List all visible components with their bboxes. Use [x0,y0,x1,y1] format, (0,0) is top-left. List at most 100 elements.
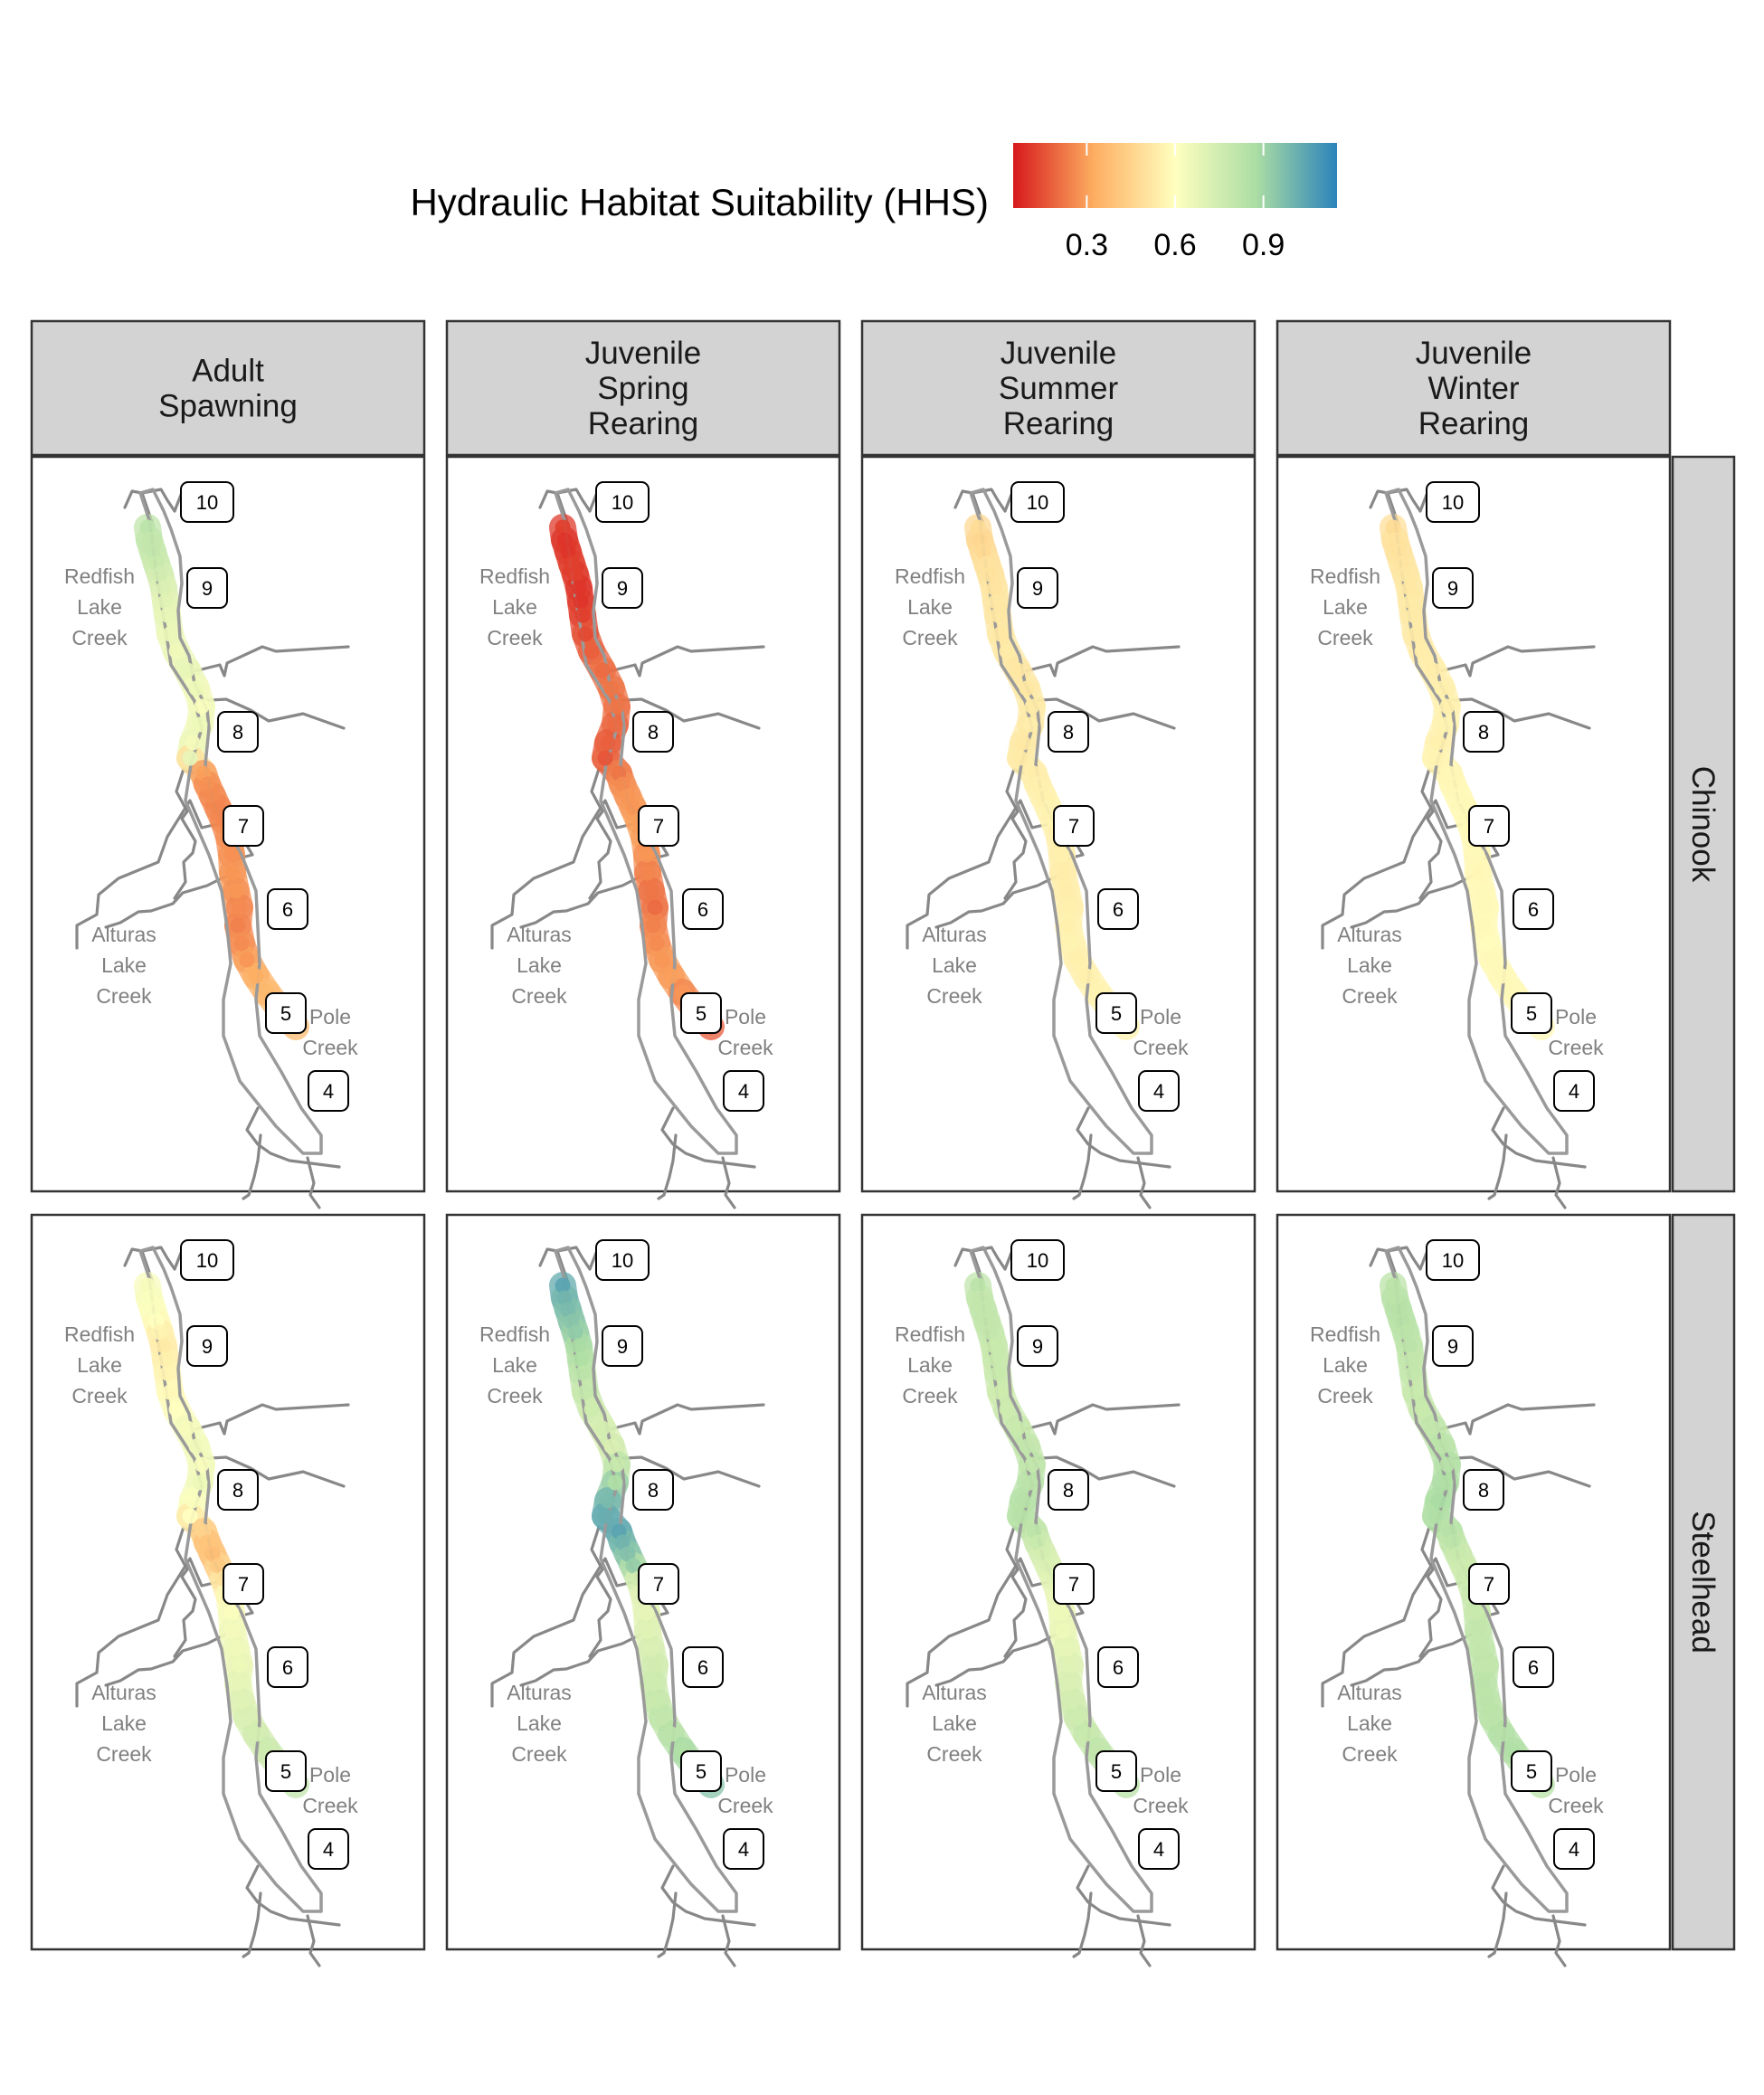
hhs-point [233,1693,250,1710]
hhs-point [1425,1420,1441,1436]
legend-tick-label: 0.6 [1153,228,1196,262]
hhs-point [583,1401,600,1417]
hhs-point [1484,1710,1501,1726]
hhs-point [988,593,1004,610]
hhs-point [1456,800,1472,816]
tributary-label: Creek [1317,626,1373,649]
hhs-point [556,532,573,548]
reach-number: 4 [1153,1838,1164,1861]
tributary-label: Creek [487,1384,543,1408]
hhs-point [639,847,655,863]
tributary-line [657,1133,678,1200]
reach-number: 4 [323,1838,334,1861]
reach-number: 6 [697,1656,708,1679]
reach-number: 5 [696,1002,707,1025]
hhs-point [1022,716,1038,733]
column-strip-label: Juvenile [1416,336,1532,371]
hhs-point [556,1290,573,1306]
hhs-point [1477,1657,1494,1673]
reach-label: 10 [595,481,650,523]
reach-number: 8 [1478,1479,1489,1502]
hhs-point [199,776,215,792]
hhs-point [625,800,641,816]
hhs-point [204,788,221,804]
tributary-label: Alturas [1337,1681,1402,1704]
hhs-point [645,917,661,934]
hhs-point [185,1493,201,1509]
tributary-label: Redfish [479,564,550,588]
hhs-point [1015,1493,1031,1509]
hhs-point [1390,544,1407,560]
tributary-label: Pole [725,1763,766,1787]
tributary-label: Creek [71,626,128,649]
hhs-point [1055,865,1071,881]
hhs-point [1060,917,1076,934]
tributary-label: Creek [1133,1794,1189,1817]
hhs-point [168,643,185,659]
hhs-point [1469,847,1485,863]
row-strip-label: Chinook [1685,766,1721,883]
reach-label: 6 [682,888,724,930]
hhs-point [1010,662,1026,678]
hhs-point [210,800,226,816]
tributary-label: Pole [1140,1763,1181,1787]
hhs-point [159,1365,175,1381]
tributary-line [1023,1455,1176,1488]
tributary-label: Creek [717,1794,773,1817]
hhs-point [663,1726,679,1742]
tributary-line [1023,697,1176,730]
reach-label: 7 [223,1563,264,1605]
tributary-label: Redfish [1310,1322,1380,1346]
tributary-lines [75,1246,350,1967]
tributary-label: Redfish [895,1322,965,1346]
hhs-point [179,1420,195,1436]
tributary-line [193,1455,346,1488]
reach-label: 9 [602,1325,643,1367]
column-strip-label: Winter [1427,371,1519,406]
hhs-point [1479,1693,1495,1710]
tributary-label: Pole [1555,1005,1597,1029]
tributary-line [953,489,985,526]
tributary-label: Creek [1548,1036,1604,1059]
hhs-point [571,1338,587,1354]
reach-number: 9 [1032,577,1043,600]
tributary-label: Alturas [91,1681,156,1704]
hhs-point [1062,899,1078,915]
tributary-line [245,1864,341,1927]
hhs-point [609,698,625,715]
hhs-point [1078,968,1095,984]
tributary-label: Alturas [1337,923,1402,946]
hhs-point [145,544,161,560]
reach-label: 4 [723,1828,764,1870]
hhs-point [1015,735,1031,751]
tributary-line [1435,645,1596,678]
map-panel: Redfish Lake Creek Alturas Lake Creek Pole Cree… [860,455,1257,1209]
reach-number: 9 [1447,577,1458,600]
reach-label: 9 [1432,1325,1474,1367]
tributary-line [1435,1403,1596,1436]
reach-number: 9 [617,1335,628,1358]
hhs-point [972,532,988,548]
tributary-label: Creek [1342,1742,1398,1766]
tributary-line [604,1403,765,1436]
hhs-point [1385,1277,1401,1294]
reach-number: 6 [282,1656,293,1679]
tributary-line [189,1403,350,1436]
map-panels: Redfish Lake Creek Alturas Lake Creek Pole Cree… [30,455,1672,1967]
hhs-point [1024,698,1040,715]
reach-label: 5 [1511,992,1552,1034]
reach-label: 8 [1048,711,1089,753]
hhs-point [1398,1324,1414,1341]
hhs-point [567,566,583,583]
tributary-label: Creek [302,1036,358,1059]
reach-label: 4 [1553,1070,1595,1112]
reach-number: 7 [238,1573,249,1596]
hhs-point [654,1710,670,1726]
reach-number: 10 [196,1249,218,1272]
hhs-point [1445,1534,1461,1550]
hhs-point [560,1302,576,1318]
hhs-point [1387,532,1403,548]
tributary-line [1551,1156,1567,1209]
tributary-label: Creek [511,1742,567,1766]
reach-label: 8 [217,711,259,753]
